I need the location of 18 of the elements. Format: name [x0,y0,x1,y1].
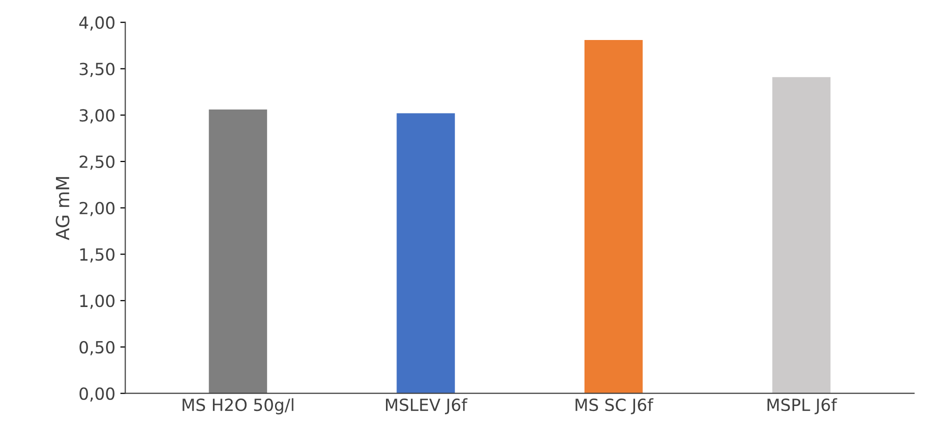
y-tick-label: 4,00 [79,16,114,31]
x-tick-label: MS SC J6f [576,398,654,414]
x-tick-label: MS H2O 50g/l [182,398,294,414]
y-tick-label: 0,50 [80,340,114,356]
bar [772,77,831,394]
y-tick-label: 3,00 [80,109,114,124]
bar [396,113,455,394]
y-tick-label: 0,00 [80,387,114,402]
x-tick-label: MSLEV J6f [386,398,468,414]
x-tick-label: MSPL J6f [768,398,838,414]
y-tick-label: 1,50 [80,248,114,262]
y-tick-label: 1,00 [80,294,114,309]
y-tick-label: 2,00 [80,202,114,216]
y-tick-label: 3,50 [80,62,114,77]
y-tick-label: 2,50 [80,155,114,170]
bar [584,40,643,394]
y-axis-title: AG mM [56,177,70,240]
bar [208,110,268,394]
